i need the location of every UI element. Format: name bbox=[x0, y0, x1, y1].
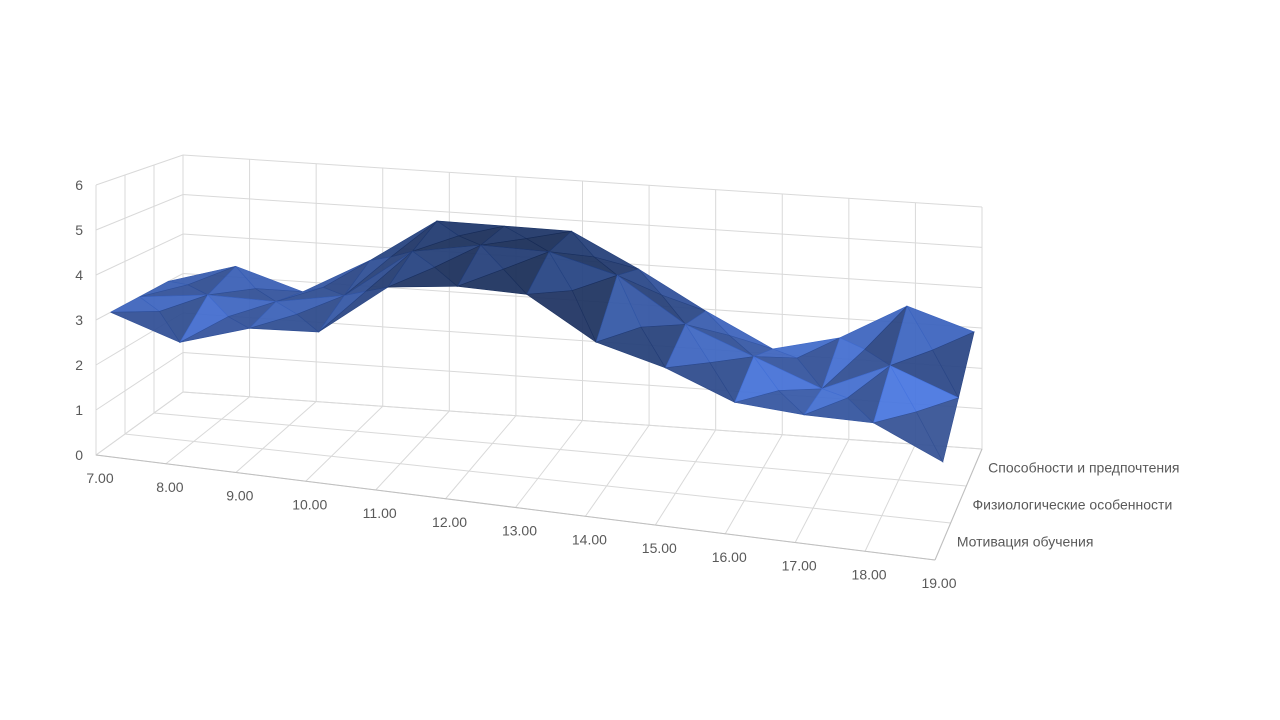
gridline-y bbox=[153, 165, 967, 487]
z-tick-label: 2 bbox=[75, 357, 83, 373]
x-tick-label: 18.00 bbox=[852, 566, 887, 582]
surface-facet bbox=[734, 390, 806, 416]
surface-facet bbox=[457, 268, 528, 295]
surface-facet bbox=[804, 397, 875, 424]
x-tick-label: 12.00 bbox=[432, 514, 467, 530]
z-tick-label: 6 bbox=[75, 177, 83, 193]
surface-facet bbox=[387, 266, 459, 288]
x-tick-label: 17.00 bbox=[782, 558, 817, 574]
series-axis-ticks: Мотивация обучения Физиологические особен… bbox=[957, 460, 1180, 550]
z-tick-label: 3 bbox=[75, 312, 83, 328]
gridline-y bbox=[182, 155, 983, 450]
series-axis-line bbox=[934, 448, 983, 561]
surface-facet bbox=[249, 313, 320, 333]
surface-facet bbox=[318, 286, 389, 333]
series-label: Физиологические особенности bbox=[973, 497, 1173, 513]
series-label: Способности и предпочтения bbox=[988, 460, 1179, 476]
surface-facet bbox=[595, 326, 667, 369]
x-tick-label: 16.00 bbox=[712, 549, 747, 565]
z-tick-label: 5 bbox=[75, 222, 83, 238]
z-tick-label: 1 bbox=[75, 402, 83, 418]
surface-facet bbox=[664, 362, 736, 404]
x-tick-label: 15.00 bbox=[642, 540, 677, 556]
surface-facet bbox=[110, 311, 181, 344]
z-axis-ticks: 0 1 2 3 4 5 6 bbox=[75, 177, 83, 463]
x-tick-label: 13.00 bbox=[502, 523, 537, 539]
z-tick-label: 0 bbox=[75, 447, 83, 463]
x-tick-label: 8.00 bbox=[156, 479, 183, 495]
surface-plot bbox=[110, 220, 975, 463]
x-tick-label: 14.00 bbox=[572, 531, 607, 547]
gridline-y bbox=[124, 175, 951, 524]
x-tick-label: 9.00 bbox=[226, 488, 253, 504]
surface-facet bbox=[872, 411, 944, 463]
x-tick-label: 10.00 bbox=[292, 496, 327, 512]
x-axis-line bbox=[95, 454, 936, 561]
x-tick-label: 11.00 bbox=[363, 505, 397, 521]
surface-facet bbox=[525, 290, 597, 343]
x-tick-label: 7.00 bbox=[86, 470, 113, 486]
x-axis-ticks: 7.00 8.00 9.00 10.00 11.00 12.00 13.00 14.00 15.… bbox=[86, 470, 956, 591]
z-tick-label: 4 bbox=[75, 267, 83, 283]
series-label: Мотивация обучения bbox=[957, 534, 1094, 550]
surface-facet bbox=[179, 316, 251, 343]
x-tick-label: 19.00 bbox=[921, 575, 956, 591]
